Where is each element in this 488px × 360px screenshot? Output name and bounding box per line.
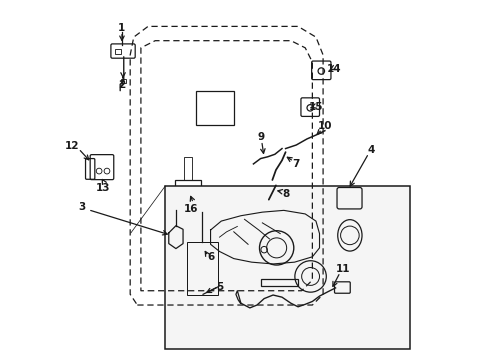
Text: 8: 8 [282, 189, 288, 199]
Text: 6: 6 [206, 252, 214, 262]
Text: 7: 7 [292, 159, 299, 169]
Text: 15: 15 [308, 102, 323, 112]
Text: 13: 13 [96, 183, 110, 193]
Text: 16: 16 [183, 203, 198, 213]
Text: 4: 4 [367, 145, 374, 155]
Bar [183, 157, 191, 180]
Text: 3: 3 [78, 202, 85, 212]
Bar [175, 180, 200, 202]
Bar [186, 242, 218, 295]
Text: 5: 5 [215, 282, 223, 292]
Text: 1: 1 [118, 23, 124, 33]
Bar [196, 91, 233, 125]
Bar [115, 49, 121, 54]
Text: 9: 9 [257, 132, 264, 142]
Text: 14: 14 [326, 64, 341, 74]
Text: 12: 12 [65, 141, 80, 151]
Bar [260, 279, 298, 287]
Text: 11: 11 [335, 264, 349, 274]
Text: 2: 2 [118, 80, 124, 90]
Bar [121, 78, 126, 83]
Text: 10: 10 [317, 121, 331, 131]
Bar [165, 186, 409, 348]
